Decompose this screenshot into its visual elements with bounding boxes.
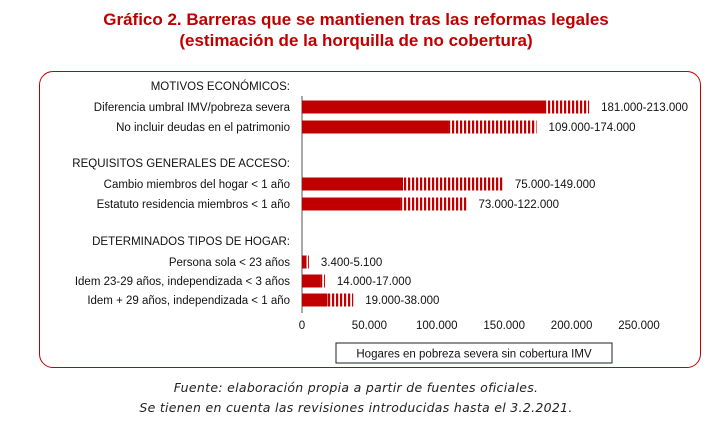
x-tick-label: 200.000 <box>551 320 593 332</box>
category-label: No incluir deudas en el patrimonio <box>116 122 290 134</box>
revision-caption: Se tienen en cuenta las revisiones intro… <box>139 400 573 415</box>
x-axis-label-box <box>335 342 613 364</box>
bar-range-striped <box>403 177 503 191</box>
source-caption: Fuente: elaboración propia a partir de f… <box>173 380 539 395</box>
data-label: 109.000-174.000 <box>549 122 636 134</box>
category-label: Estatuto residencia miembros < 1 año <box>97 199 290 211</box>
data-label: 73.000-122.000 <box>478 199 559 211</box>
x-tick-label: 0 <box>299 320 305 332</box>
bar-range-striped <box>448 120 537 134</box>
bar-low-estimate <box>302 100 546 114</box>
bar-range-striped <box>327 293 354 307</box>
category-label: Cambio miembros del hogar < 1 año <box>104 179 290 191</box>
data-label: 14.000-17.000 <box>337 276 411 288</box>
bar-low-estimate <box>302 255 307 269</box>
category-label: Persona sola < 23 años <box>169 257 290 269</box>
x-axis-label: Hogares en pobreza severa sin cobertura … <box>356 349 592 361</box>
category-label: Diferencia umbral IMV/pobreza severa <box>94 102 291 114</box>
data-label: 19.000-38.000 <box>365 295 439 307</box>
group-header: MOTIVOS ECONÓMICOS: <box>151 80 290 93</box>
chart-frame <box>39 71 701 368</box>
data-label: 3.400-5.100 <box>321 257 382 269</box>
chart-title: Gráfico 2. Barreras que se mantienen tra… <box>103 10 609 29</box>
group-header: DETERMINADOS TIPOS DE HOGAR: <box>92 236 290 248</box>
x-tick-label: 100.000 <box>416 320 458 332</box>
x-tick-label: 150.000 <box>483 320 525 332</box>
bar-low-estimate <box>302 177 404 191</box>
bar-low-estimate <box>302 120 449 134</box>
bar-low-estimate <box>302 197 401 211</box>
x-tick-label: 250.000 <box>618 320 660 332</box>
bar-range-striped <box>545 100 590 114</box>
bar-low-estimate <box>302 293 328 307</box>
data-label: 181.000-213.000 <box>601 102 688 114</box>
category-label: Idem + 29 años, independizada < 1 año <box>87 295 290 307</box>
group-header: REQUISITOS GENERALES DE ACCESO: <box>72 158 290 170</box>
category-label: Idem 23-29 años, independizada < 3 años <box>75 276 290 288</box>
bar-range-striped <box>306 255 309 269</box>
bar-range-striped <box>320 274 325 288</box>
chart-subtitle: (estimación de la horquilla de no cobert… <box>179 31 533 50</box>
x-tick-label: 50.000 <box>352 320 387 332</box>
bar-low-estimate <box>302 274 321 288</box>
data-label: 75.000-149.000 <box>515 179 596 191</box>
bar-range-striped <box>400 197 467 211</box>
